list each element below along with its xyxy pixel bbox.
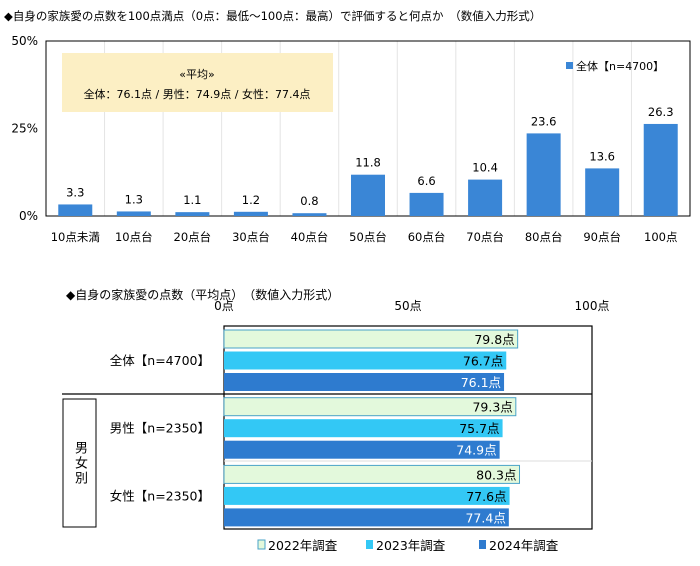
bar	[292, 213, 327, 216]
data-label: 75.7点	[459, 421, 499, 436]
y-tick-label: 50%	[11, 34, 38, 48]
bar	[643, 123, 678, 216]
data-label: 3.3	[66, 185, 84, 199]
bar	[224, 373, 505, 391]
bar	[233, 211, 268, 216]
bar	[223, 329, 519, 349]
x-tick-label: 80点台	[525, 230, 563, 244]
chart1-title: ◆自身の家族愛の点数を100点満点（0点：最低～100点：最高）で評価すると何点…	[4, 9, 542, 23]
data-label: 79.8点	[474, 332, 514, 347]
x-tick-label: 50点台	[349, 230, 387, 244]
y-tick-label: 25%	[11, 122, 38, 136]
data-label: 11.8	[355, 156, 381, 170]
data-label: 10.4	[472, 161, 498, 175]
group-label: 男女別	[72, 440, 87, 486]
chart2-title: ◆自身の家族愛の点数（平均点） （数値入力形式）	[66, 288, 340, 302]
legend-label: 2023年調査	[376, 538, 446, 553]
bar	[58, 204, 93, 216]
x-tick-label: 90点台	[583, 230, 621, 244]
data-label: 13.6	[589, 149, 615, 163]
bar	[223, 397, 517, 417]
legend-swatch	[566, 62, 573, 69]
bar	[468, 179, 503, 216]
bar	[224, 508, 509, 527]
legend-label: 2022年調査	[268, 538, 338, 553]
bar	[351, 174, 385, 216]
average-title: «平均»	[179, 68, 214, 81]
category-label: 全体【n=4700】	[110, 353, 210, 368]
legend-label: 全体【n=4700】	[576, 59, 664, 73]
data-label: 26.3	[648, 105, 674, 119]
bar	[224, 486, 510, 505]
legend-swatch	[366, 540, 373, 549]
x-tick-label: 20点台	[174, 230, 212, 244]
x-tick-label: 30点台	[232, 230, 270, 244]
x-tick-label: 100点	[644, 230, 677, 244]
data-label: 76.1点	[461, 375, 501, 390]
data-label: 74.9点	[456, 443, 496, 458]
x-tick-label: 100点	[575, 299, 610, 313]
data-label: 1.3	[125, 192, 143, 206]
data-label: 0.8	[300, 194, 318, 208]
group-box	[62, 398, 97, 528]
data-label: 6.6	[417, 174, 435, 188]
bar	[585, 168, 620, 216]
legend-label: 2024年調査	[489, 538, 559, 553]
x-tick-label: 50点	[394, 299, 421, 313]
average-box	[62, 53, 333, 112]
bar	[224, 351, 507, 370]
bar	[223, 464, 521, 484]
data-label: 79.3点	[472, 400, 512, 415]
x-tick-label: 70点台	[466, 230, 504, 244]
legend-swatch	[257, 539, 266, 550]
legend-swatch	[479, 540, 486, 549]
average-text: 全体：76.1点 / 男性：74.9点 / 女性：77.4点	[84, 87, 311, 101]
x-tick-label: 0点	[214, 299, 234, 313]
data-label: 80.3点	[476, 467, 516, 482]
data-label: 1.1	[183, 193, 201, 207]
data-label: 23.6	[531, 114, 557, 128]
bar	[175, 212, 210, 216]
x-tick-label: 10点台	[115, 230, 153, 244]
x-tick-label: 10点未満	[51, 230, 100, 244]
data-label: 76.7点	[463, 354, 503, 369]
bar	[224, 440, 500, 459]
bar	[116, 211, 151, 216]
y-tick-label: 0%	[19, 209, 38, 223]
x-tick-label: 40点台	[291, 230, 329, 244]
category-label: 女性【n=2350】	[110, 488, 210, 503]
bar	[224, 419, 503, 438]
bar	[409, 192, 444, 216]
data-label: 77.6点	[466, 489, 506, 504]
category-label: 男性【n=2350】	[110, 421, 210, 436]
x-tick-label: 60点台	[408, 230, 446, 244]
bar	[526, 133, 561, 216]
data-label: 1.2	[242, 193, 260, 207]
data-label: 77.4点	[465, 510, 505, 525]
